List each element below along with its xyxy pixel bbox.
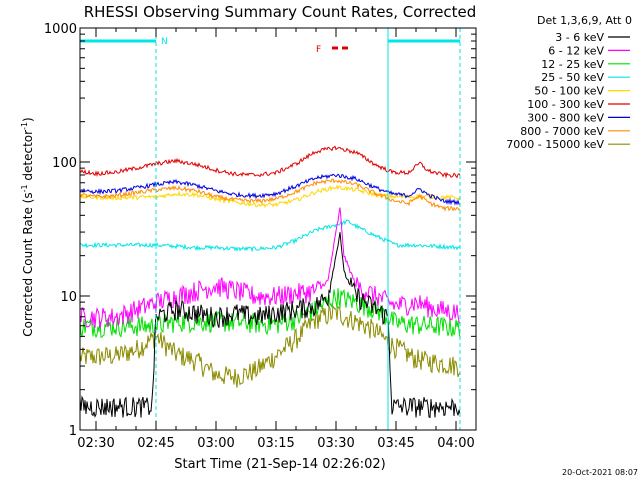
series-line bbox=[79, 288, 461, 339]
y-axis-label-end: ) bbox=[21, 117, 35, 122]
flare-marker-label: F bbox=[316, 45, 321, 55]
series-line bbox=[79, 304, 461, 388]
legend-label: 12 - 25 keV bbox=[541, 58, 604, 71]
y-tick-label: 10 bbox=[60, 290, 77, 305]
x-tick-label: 04:00 bbox=[437, 436, 474, 451]
y-axis-label-sup2: -1 bbox=[20, 122, 29, 130]
plot-frame bbox=[79, 27, 477, 431]
y-axis-label-mid: detector bbox=[21, 130, 35, 185]
series-line bbox=[79, 207, 461, 329]
legend-label: 3 - 6 keV bbox=[555, 31, 604, 44]
legend-label: 6 - 12 keV bbox=[548, 44, 604, 57]
series-line bbox=[79, 232, 461, 419]
y-tick-label: 100 bbox=[52, 156, 77, 171]
legend-label: 7000 - 15000 keV bbox=[506, 138, 604, 151]
y-axis-label-main: Corrected Count Rate (s bbox=[21, 192, 35, 336]
x-axis-label: Start Time (21-Sep-14 02:26:02) bbox=[174, 457, 385, 472]
legend-title: Det 1,3,6,9, Att 0 bbox=[537, 14, 632, 27]
series-line bbox=[79, 145, 461, 179]
y-tick-label: 1 bbox=[69, 424, 77, 439]
series-line bbox=[79, 184, 461, 209]
x-tick-label: 03:00 bbox=[197, 436, 234, 451]
legend-label: 100 - 300 keV bbox=[527, 98, 604, 111]
axis-layer: 1 10 100 1000 02:30 02:45 03:00 03:15 03:30 03:45… bbox=[44, 22, 477, 451]
legend-label: 300 - 800 keV bbox=[527, 111, 604, 124]
legend-label: 25 - 50 keV bbox=[541, 71, 604, 84]
footer-date: 20-Oct-2021 08:07 bbox=[562, 468, 638, 477]
x-tick-label: 03:45 bbox=[377, 436, 414, 451]
legend-label: 800 - 7000 keV bbox=[520, 125, 604, 138]
x-tick-label: 03:15 bbox=[257, 436, 294, 451]
plot-area bbox=[80, 28, 476, 430]
series-line bbox=[79, 178, 461, 212]
series-layer bbox=[79, 145, 461, 419]
x-tick-label: 02:45 bbox=[137, 436, 174, 451]
y-tick-label: 1000 bbox=[44, 22, 77, 37]
series-line bbox=[79, 219, 461, 253]
x-tick-label: 03:30 bbox=[317, 436, 354, 451]
series-line bbox=[79, 173, 461, 206]
chart-title: RHESSI Observing Summary Count Rates, Co… bbox=[84, 3, 477, 21]
y-axis-label: Corrected Count Rate (s-1 detector-1) bbox=[20, 117, 35, 336]
x-tick-label: 02:30 bbox=[77, 436, 114, 451]
night-marker-label: N bbox=[161, 37, 168, 47]
legend-label: 50 - 100 keV bbox=[534, 85, 604, 98]
y-axis-label-sup1: -1 bbox=[20, 184, 29, 192]
